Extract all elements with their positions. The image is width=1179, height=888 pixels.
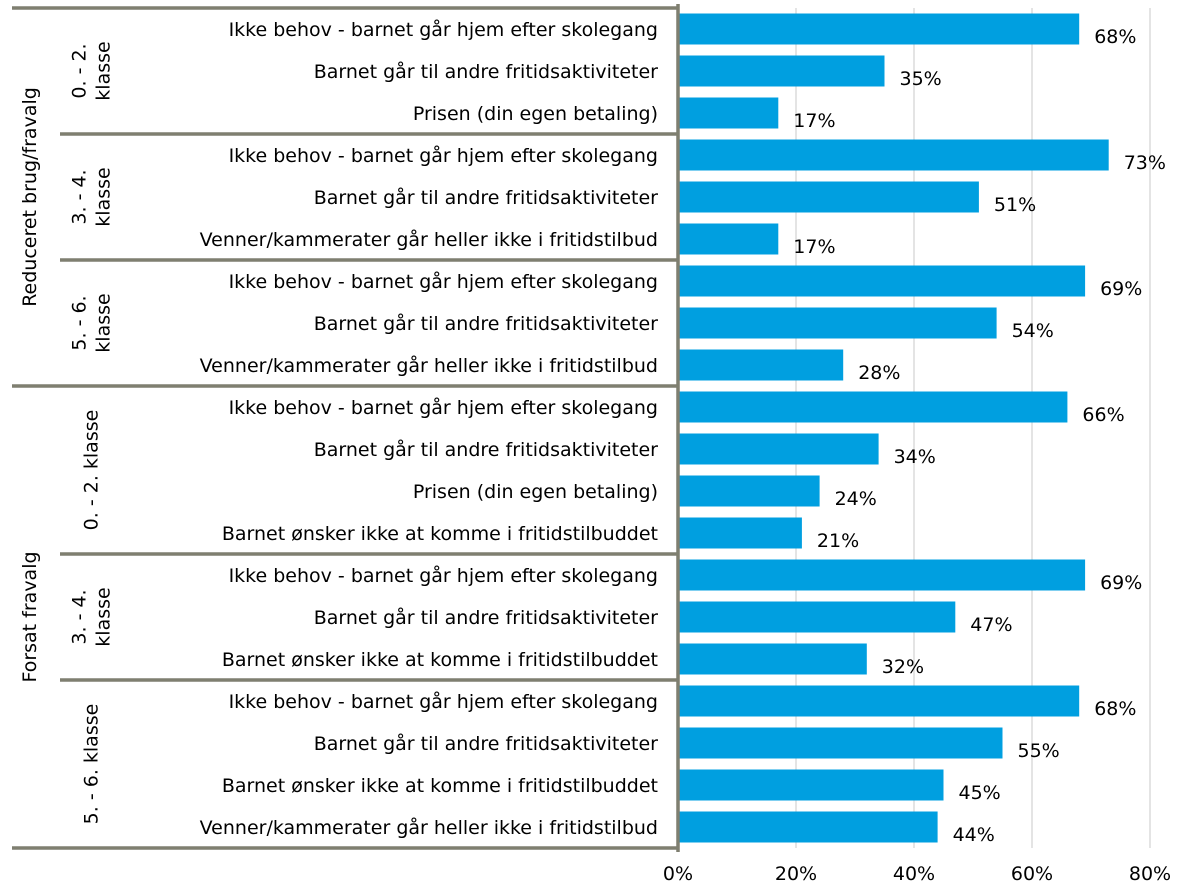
data-label: 73% [1124,152,1166,174]
bar [678,55,885,87]
bar [678,811,938,843]
bar-label: Venner/kammerater går heller ikke i frit… [200,228,658,251]
bar-label: Barnet går til andre fritidsaktiviteter [314,186,658,209]
data-label: 24% [835,488,877,510]
bar-label: Prisen (din egen betaling) [413,481,658,503]
bar [678,13,1080,45]
bar [678,517,802,549]
bar-label: Barnet går til andre fritidsaktiviteter [314,438,658,461]
subgroup-label-line: 0. - 2. klasse [81,410,103,531]
bar-label: Barnet ønsker ikke at komme i fritidstil… [222,649,658,671]
group-label: Forsat fravalg [19,551,41,682]
bar [678,391,1068,423]
subgroup-label: 5. - 6. klasse [69,293,115,352]
bar [678,265,1086,297]
subgroup-label-line: klasse [93,587,115,646]
bar-label: Venner/kammerater går heller ikke i frit… [200,816,658,839]
bar [678,601,956,633]
bar [678,727,1003,759]
x-tick-label: 80% [1129,863,1171,885]
bar-label: Ikke behov - barnet går hjem efter skole… [229,690,658,713]
data-label: 45% [959,782,1001,804]
data-label: 47% [970,614,1012,636]
bar [678,181,979,213]
x-tick-label: 20% [775,863,817,885]
bar-label: Barnet går til andre fritidsaktiviteter [314,732,658,755]
bar [678,223,779,255]
category-labels: Ikke behov - barnet går hjem efter skole… [19,18,658,839]
bar [678,643,867,675]
group-label: Reduceret brug/fravalg [19,87,41,307]
subgroup-label: 5. - 6. klasse [81,704,103,825]
bar-label: Prisen (din egen betaling) [413,103,658,125]
data-label: 54% [1012,320,1054,342]
subgroup-label-line: klasse [93,293,115,352]
subgroup-label: 0. - 2. klasse [81,410,103,531]
data-label: 66% [1082,404,1124,426]
category-axis-frame [12,4,680,852]
bar-label: Ikke behov - barnet går hjem efter skole… [229,564,658,587]
bar [678,139,1109,171]
bar-label: Barnet går til andre fritidsaktiviteter [314,60,658,83]
data-label: 32% [882,656,924,678]
bar [678,349,844,381]
subgroup-label-line: 3. - 4. [69,169,91,224]
data-label: 51% [994,194,1036,216]
data-label: 17% [793,110,835,132]
data-label: 55% [1018,740,1060,762]
subgroup-label-line: klasse [93,41,115,100]
bars [678,13,1109,843]
data-labels: 68% 35% 17% 73% 51% 17% 69% 54% 28% 66% 34% 24% 21% 6… [793,26,1166,846]
bar-label: Barnet ønsker ikke at komme i fritidstil… [222,775,658,797]
bar [678,685,1080,717]
data-label: 44% [953,824,995,846]
data-label: 68% [1094,26,1136,48]
data-label: 28% [858,362,900,384]
data-label: 21% [817,530,859,552]
data-label: 35% [900,68,942,90]
bar [678,97,779,129]
bar-label: Barnet går til andre fritidsaktiviteter [314,606,658,629]
data-label: 69% [1100,278,1142,300]
subgroup-label-line: 0. - 2. [69,43,91,98]
x-tick-label: 60% [1011,863,1053,885]
data-label: 34% [894,446,936,468]
subgroup-label-line: 5. - 6. klasse [81,704,103,825]
subgroup-label-line: 5. - 6. [69,295,91,350]
data-label: 68% [1094,698,1136,720]
subgroup-label: 3. - 4. klasse [69,167,115,226]
bar-label: Venner/kammerater går heller ikke i frit… [200,354,658,377]
bar-label: Ikke behov - barnet går hjem efter skole… [229,18,658,41]
gridlines [795,8,1151,848]
bar-label: Barnet ønsker ikke at komme i fritidstil… [222,523,658,545]
bar-label: Barnet går til andre fritidsaktiviteter [314,312,658,335]
x-tick-label: 40% [893,863,935,885]
bar [678,433,879,465]
bar [678,475,820,507]
data-label: 17% [793,236,835,258]
x-tick-label: 0% [663,863,693,885]
subgroup-label: 3. - 4. klasse [69,587,115,646]
data-label: 69% [1100,572,1142,594]
subgroup-label-line: klasse [93,167,115,226]
x-axis-ticks: 0% 20% 40% 60% 80% [663,863,1171,885]
bar [678,307,997,339]
bar-label: Ikke behov - barnet går hjem efter skole… [229,144,658,167]
bar-label: Ikke behov - barnet går hjem efter skole… [229,396,658,419]
bar-label: Ikke behov - barnet går hjem efter skole… [229,270,658,293]
bar [678,559,1086,591]
subgroup-label-line: 3. - 4. [69,589,91,644]
bar [678,769,944,801]
subgroup-label: 0. - 2. klasse [69,41,115,100]
